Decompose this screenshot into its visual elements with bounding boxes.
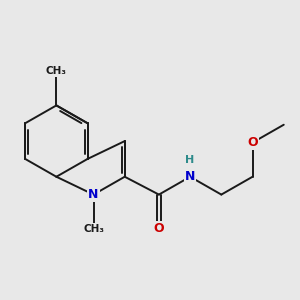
Text: H: H bbox=[185, 155, 195, 165]
Text: CH₃: CH₃ bbox=[46, 66, 67, 76]
Text: O: O bbox=[154, 222, 164, 235]
Text: O: O bbox=[247, 136, 258, 149]
Text: N: N bbox=[185, 170, 195, 183]
Text: CH₃: CH₃ bbox=[83, 224, 104, 234]
Text: N: N bbox=[88, 188, 99, 201]
